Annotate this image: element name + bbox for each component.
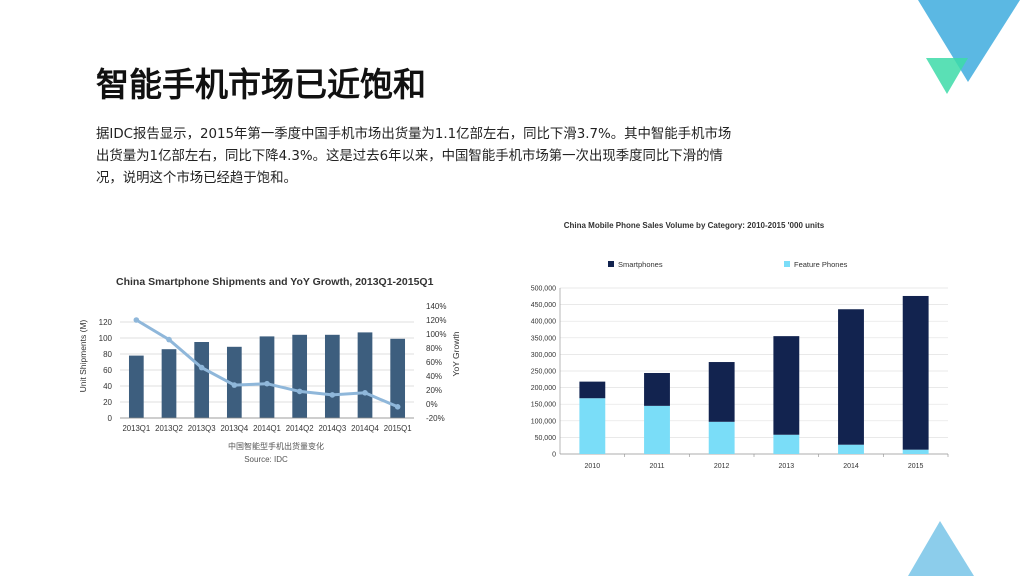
legend-label-smartphones: Smartphones [618,260,663,269]
y-tick-label: 100,000 [531,418,556,425]
paragraph-line: 况，说明这个市场已经趋于饱和。 [96,171,297,186]
smartphones-bar [838,309,864,445]
y-tick-label: 400,000 [531,319,556,326]
yoy-growth-point [198,364,205,371]
shipment-bar [292,334,308,418]
light-blue-triangle-decoration [908,521,974,576]
chart-background [510,214,960,476]
y-tick-label: 100 [99,334,113,343]
x-tick-label: 2014Q1 [253,424,281,433]
yoy-growth-point [329,392,336,398]
x-tick-label: 2013Q2 [155,424,183,433]
x-tick-label: 2013Q4 [220,424,248,433]
y-tick-label: 300,000 [531,352,556,359]
feature-phones-bar [644,405,670,454]
legend-label-feature-phones: Feature Phones [794,260,848,269]
yoy-growth-point [231,382,238,388]
green-triangle-decoration [926,58,968,94]
x-tick-label: 2015Q1 [384,424,412,433]
y-tick-label: 50,000 [535,435,557,442]
shipment-bar [390,338,406,418]
x-tick-label: 2013Q1 [122,424,150,433]
bottom-right-decoration [908,521,974,576]
yoy-growth-point [394,404,401,410]
x-tick-label: 2011 [649,463,664,470]
y-tick-label: 350,000 [531,335,556,342]
yoy-growth-point [166,336,172,343]
y2-tick-label: 120% [426,316,446,325]
shipment-bar [194,342,210,418]
feature-phones-bar [838,444,864,454]
y-tick-label: 40 [103,382,112,391]
y-tick-label: 80 [103,350,112,359]
y-tick-label: 0 [108,414,113,423]
x-tick-label: 2014Q4 [351,424,379,433]
smartphones-bar [644,372,670,406]
x-tick-label: 2013Q3 [188,424,216,433]
chart-title: China Smartphone Shipments and YoY Growt… [116,276,434,288]
x-tick-label: 2010 [585,463,601,470]
y2-axis-label: YoY Growth [451,331,461,376]
shipment-bar [259,336,275,418]
chart-source: Source: IDC [244,455,288,464]
x-tick-label: 2013 [779,463,795,470]
paragraph-line: 据IDC报告显示，2015年第一季度中国手机市场出货量为1.1亿部左右，同比下滑… [96,127,732,142]
y2-tick-label: 20% [426,386,442,395]
y-tick-label: 450,000 [531,302,556,309]
smartphones-bar [708,362,735,422]
smartphones-bar [579,381,606,399]
shipment-bar [357,332,373,418]
x-tick-label: 2014Q2 [286,424,314,433]
x-tick-label: 2014 [843,463,859,470]
y2-tick-label: -20% [426,414,445,423]
y2-tick-label: 80% [426,344,442,353]
chart-title: China Mobile Phone Sales Volume by Categ… [564,221,825,230]
y-tick-label: 250,000 [531,369,556,376]
shipment-bar [128,355,144,418]
y-tick-label: 120 [99,318,113,327]
feature-phones-bar [579,398,606,454]
smartphones-bar [773,336,800,435]
y-axis-label: Unit Shipments (M) [78,319,88,392]
top-right-decoration [918,0,1020,94]
legend-swatch-smartphones [608,261,614,267]
yoy-growth-point [296,388,303,395]
y2-tick-label: 40% [426,372,442,381]
y-tick-label: 150,000 [531,402,556,409]
shipment-bar [161,349,177,418]
y-tick-label: 60 [103,366,112,375]
x-tick-label: 2015 [908,463,924,470]
shipment-bar [324,334,340,418]
y-tick-label: 0 [552,452,556,459]
y-tick-label: 20 [103,398,112,407]
paragraph-line: 出货量为1亿部左右，同比下降4.3%。这是过去6年以来，中国智能手机市场第一次出… [96,149,723,164]
y2-tick-label: 100% [426,330,446,339]
yoy-growth-point [264,380,270,387]
yoy-growth-point [133,317,140,323]
slide-title: 智能手机市场已近饱和 [96,65,426,104]
yoy-growth-point [362,390,368,396]
legend-swatch-feature-phones [784,261,790,267]
y2-tick-label: 0% [426,400,438,409]
feature-phones-bar [773,434,800,454]
y-tick-label: 500,000 [531,286,556,293]
feature-phones-bar [902,449,929,454]
y2-tick-label: 60% [426,358,442,367]
x-tick-label: 2012 [714,463,730,470]
smartphones-bar [902,295,929,450]
y2-tick-label: 140% [426,302,446,311]
y-tick-label: 200,000 [531,385,556,392]
x-tick-label: 2014Q3 [318,424,346,433]
smartphone-shipments-chart: China Smartphone Shipments and YoY Growt… [76,268,476,468]
feature-phones-bar [708,421,735,454]
body-paragraph: 据IDC报告显示，2015年第一季度中国手机市场出货量为1.1亿部左右，同比下滑… [96,124,816,190]
x-axis-caption: 中国智能型手机出货量变化 [228,441,324,451]
sales-volume-chart: China Mobile Phone Sales Volume by Categ… [510,214,960,476]
blue-triangle-decoration [918,0,1020,82]
